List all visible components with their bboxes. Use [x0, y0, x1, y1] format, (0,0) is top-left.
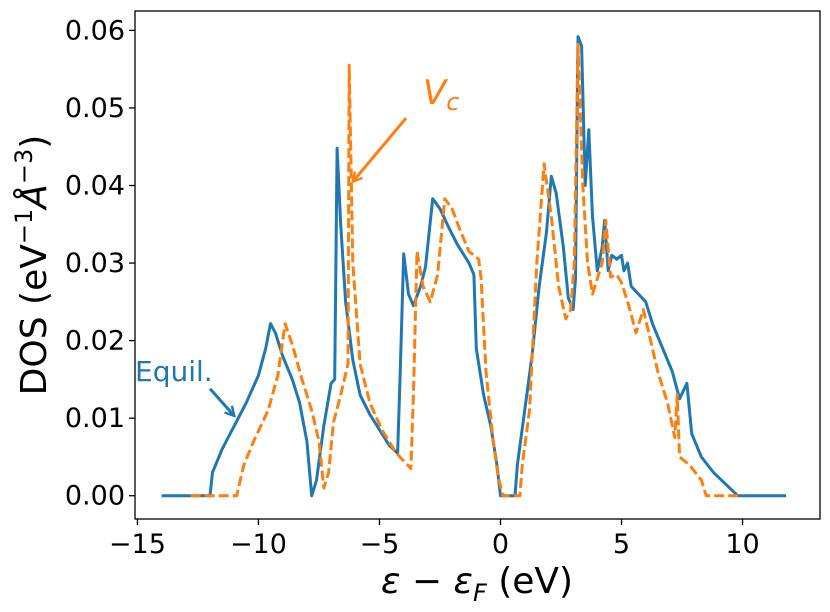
y-tick-label: 0.02 [65, 326, 125, 357]
x-tick-label: 10 [725, 529, 759, 560]
y-tick-label: 0.01 [65, 403, 125, 434]
vc-annotation-label: Vc [423, 73, 459, 116]
x-tick-label: −15 [109, 529, 166, 560]
x-tick-label: −10 [230, 529, 287, 560]
y-tick-label: 0.06 [65, 15, 125, 46]
series-line-vc [190, 42, 741, 498]
y-tick-label: 0.03 [65, 248, 125, 279]
x-axis-ticks: −15 −10 −5 0 5 10 [109, 519, 760, 560]
x-axis-label: ε − εF (eV) [381, 561, 573, 607]
y-axis-label: DOS (eV−1Å−3) [10, 135, 55, 396]
plot-frame [134, 10, 821, 520]
equil-annotation-label: Equil. [135, 355, 213, 388]
series-layer [161, 35, 787, 498]
annotation-layer: Vc Equil. [135, 73, 460, 416]
y-tick-label: 0.04 [65, 171, 125, 202]
x-tick-label: −5 [360, 529, 400, 560]
equil-arrow [208, 387, 234, 416]
y-axis-ticks: 0.00 0.01 0.02 0.03 0.04 0.05 0.06 [65, 15, 135, 512]
y-tick-label: 0.05 [65, 93, 125, 124]
x-tick-label: 0 [492, 529, 509, 560]
x-tick-label: 5 [613, 529, 630, 560]
series-line-equil [161, 35, 787, 498]
y-tick-label: 0.00 [65, 481, 125, 512]
vc-arrow [353, 117, 408, 182]
